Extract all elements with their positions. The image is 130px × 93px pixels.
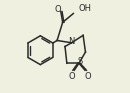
Text: O: O: [54, 5, 61, 14]
Text: N: N: [68, 37, 75, 46]
Text: O: O: [84, 72, 91, 81]
Text: S: S: [77, 57, 82, 66]
Text: O: O: [69, 72, 76, 81]
Text: OH: OH: [78, 4, 91, 13]
